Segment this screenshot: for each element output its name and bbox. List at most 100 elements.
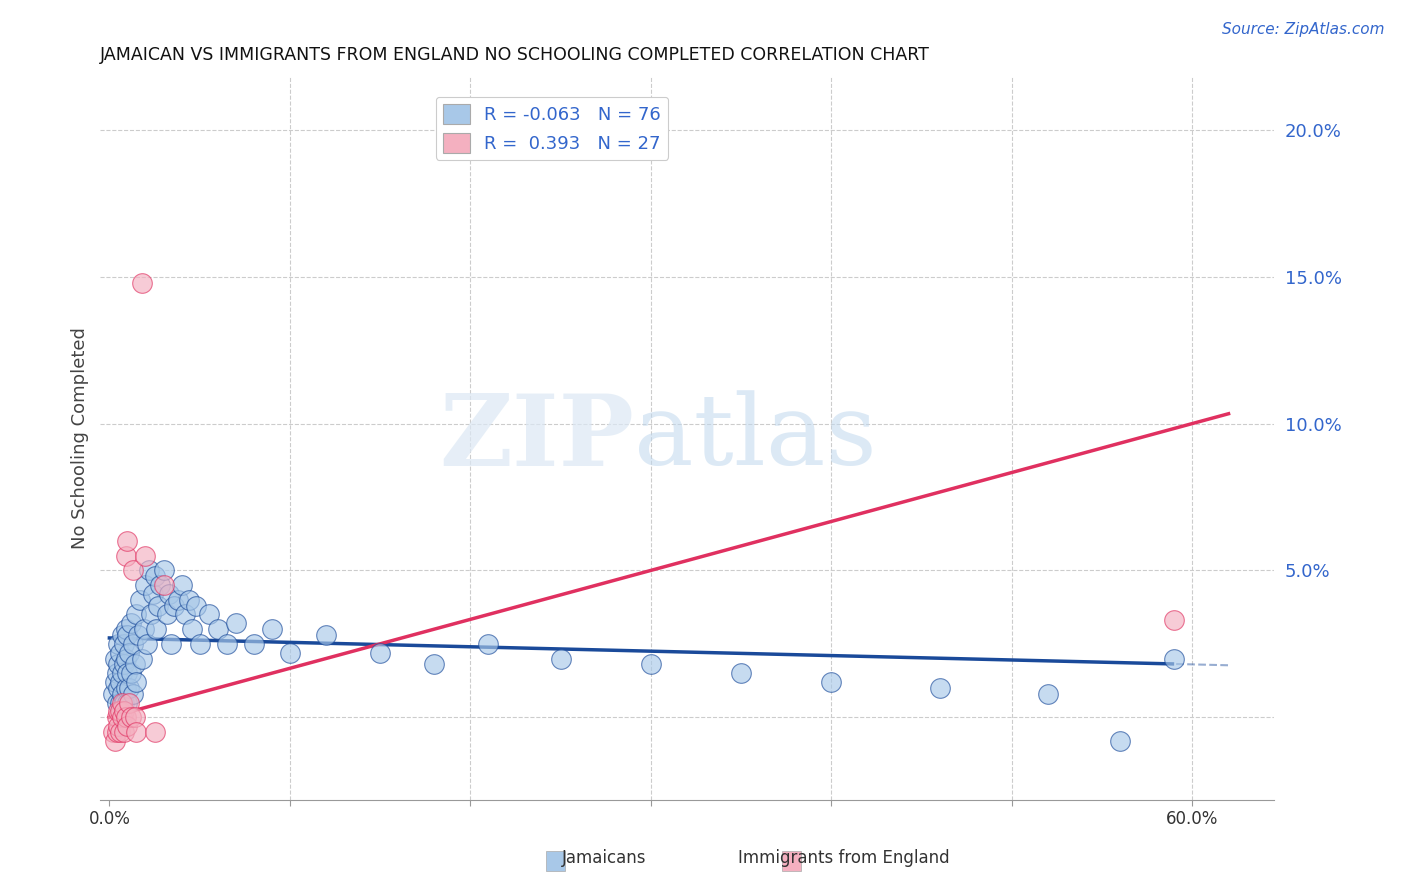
Point	[127, 628, 149, 642]
Point	[104, 675, 127, 690]
Point	[181, 622, 204, 636]
Point	[152, 578, 174, 592]
Point	[139, 607, 162, 622]
Point	[156, 607, 179, 622]
Y-axis label: No Schooling Completed: No Schooling Completed	[72, 327, 89, 549]
Point	[143, 725, 166, 739]
Point	[131, 276, 153, 290]
Point	[104, 733, 127, 747]
Point	[174, 607, 197, 622]
Point	[121, 637, 143, 651]
Point	[105, 696, 128, 710]
Point	[108, 675, 131, 690]
Text: JAMAICAN VS IMMIGRANTS FROM ENGLAND NO SCHOOLING COMPLETED CORRELATION CHART: JAMAICAN VS IMMIGRANTS FROM ENGLAND NO S…	[100, 46, 931, 64]
Point	[101, 725, 124, 739]
Point	[118, 696, 141, 710]
Point	[225, 616, 247, 631]
Text: Immigrants from England: Immigrants from England	[738, 849, 949, 867]
Point	[550, 651, 572, 665]
Point	[1036, 687, 1059, 701]
Point	[243, 637, 266, 651]
Point	[152, 563, 174, 577]
Point	[177, 592, 200, 607]
Point	[107, 681, 129, 695]
Point	[107, 719, 129, 733]
Point	[117, 666, 139, 681]
Point	[118, 681, 141, 695]
Point	[108, 646, 131, 660]
Point	[1109, 733, 1132, 747]
Point	[640, 657, 662, 672]
Point	[928, 681, 950, 695]
Point	[368, 646, 391, 660]
Text: Source: ZipAtlas.com: Source: ZipAtlas.com	[1222, 22, 1385, 37]
Point	[157, 587, 180, 601]
Point	[107, 637, 129, 651]
Point	[136, 637, 159, 651]
Point	[108, 696, 131, 710]
Point	[107, 657, 129, 672]
Point	[184, 599, 207, 613]
Point	[114, 622, 136, 636]
Point	[112, 657, 135, 672]
Point	[111, 628, 134, 642]
Point	[111, 666, 134, 681]
Point	[108, 705, 131, 719]
Point	[107, 705, 129, 719]
Point	[114, 681, 136, 695]
Text: atlas: atlas	[634, 391, 877, 486]
Point	[114, 710, 136, 724]
Point	[111, 710, 134, 724]
Legend: R = -0.063   N = 76, R =  0.393   N = 27: R = -0.063 N = 76, R = 0.393 N = 27	[436, 96, 668, 160]
Point	[111, 687, 134, 701]
Point	[101, 687, 124, 701]
Point	[159, 637, 181, 651]
Point	[170, 578, 193, 592]
Point	[117, 534, 139, 549]
Point	[112, 705, 135, 719]
Point	[129, 592, 152, 607]
Point	[117, 696, 139, 710]
Point	[124, 710, 146, 724]
Point	[477, 637, 499, 651]
Point	[188, 637, 211, 651]
Point	[125, 725, 148, 739]
Point	[114, 549, 136, 563]
Point	[120, 710, 142, 724]
Point	[143, 569, 166, 583]
Point	[163, 599, 186, 613]
Point	[146, 599, 169, 613]
Point	[112, 696, 135, 710]
Point	[820, 675, 842, 690]
Point	[121, 687, 143, 701]
Point	[132, 622, 155, 636]
Point	[117, 719, 139, 733]
Point	[112, 637, 135, 651]
Point	[108, 725, 131, 739]
Point	[730, 666, 752, 681]
Point	[124, 657, 146, 672]
Text: Jamaicans: Jamaicans	[562, 849, 647, 867]
Point	[1163, 651, 1185, 665]
Point	[134, 549, 156, 563]
Point	[104, 651, 127, 665]
Point	[117, 628, 139, 642]
Point	[105, 710, 128, 724]
Point	[125, 607, 148, 622]
Point	[121, 563, 143, 577]
Point	[134, 578, 156, 592]
Point	[167, 592, 190, 607]
Point	[138, 563, 160, 577]
Point	[145, 622, 167, 636]
Text: ZIP: ZIP	[439, 390, 634, 487]
Point	[120, 666, 142, 681]
Point	[112, 725, 135, 739]
Point	[105, 666, 128, 681]
Point	[260, 622, 283, 636]
Point	[142, 587, 165, 601]
Point	[423, 657, 446, 672]
Point	[215, 637, 238, 651]
Point	[114, 651, 136, 665]
Point	[1163, 613, 1185, 627]
Point	[105, 725, 128, 739]
